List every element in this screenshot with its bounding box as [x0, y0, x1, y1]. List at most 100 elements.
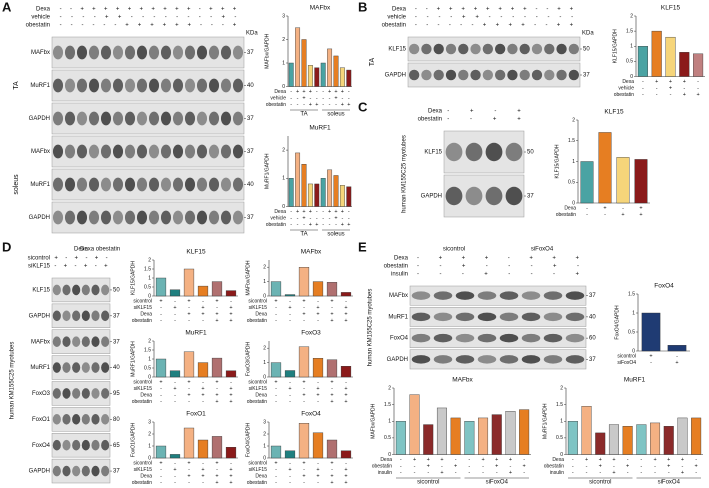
- condition-sign: +: [454, 463, 457, 469]
- kda: 37: [527, 194, 534, 200]
- condition-name: obestatin: [266, 102, 287, 108]
- band: [64, 144, 76, 159]
- condition-sign: -: [322, 89, 324, 95]
- band: [184, 45, 196, 60]
- band: [544, 43, 555, 55]
- side-label: human KM155C25 myotubes: [368, 289, 374, 367]
- row-label: GAPDH: [29, 469, 50, 475]
- condition-sign: +: [669, 85, 672, 91]
- condition-sign: -: [289, 460, 291, 466]
- bar: [478, 417, 489, 455]
- condition-sign: -: [174, 311, 176, 317]
- section-label: soleus: [13, 174, 20, 195]
- condition-sign: -: [289, 318, 291, 324]
- y-tick-label: 3: [263, 419, 266, 425]
- condition-sign: -: [160, 480, 162, 486]
- condition-signs: - + + + - + + +: [417, 256, 579, 262]
- y-tick-label: 0: [263, 293, 266, 299]
- band: [88, 78, 100, 93]
- condition-sign: +: [639, 212, 642, 218]
- bar: [679, 52, 690, 77]
- band: [160, 177, 172, 192]
- band: [88, 210, 100, 225]
- condition-sign: -: [275, 392, 277, 398]
- condition-sign: +: [509, 470, 512, 476]
- condition-sign: -: [290, 95, 292, 101]
- condition-sign: +: [201, 473, 204, 479]
- band: [88, 144, 100, 159]
- y-tick-label: 1: [263, 443, 266, 449]
- condition-sign: +: [215, 460, 218, 466]
- condition-sign: -: [297, 102, 299, 108]
- condition-sign: +: [288, 305, 291, 311]
- condition-sign: +: [187, 392, 190, 398]
- band: [421, 43, 432, 55]
- condition-name: obestatin: [384, 264, 408, 270]
- condition-sign: -: [316, 95, 318, 101]
- bar: [270, 445, 282, 459]
- condition-sign: +: [309, 89, 312, 95]
- condition-sign: +: [309, 102, 312, 108]
- bar: [327, 169, 333, 207]
- band: [81, 310, 90, 322]
- condition-sign: -: [309, 95, 311, 101]
- condition-name: Dexa: [552, 457, 564, 463]
- band: [556, 69, 567, 81]
- band: [220, 177, 232, 192]
- y-tick-label: 1: [632, 310, 635, 316]
- condition-sign: +: [669, 79, 672, 85]
- band: [232, 78, 244, 93]
- condition-sign: -: [523, 470, 525, 476]
- y-tick-label: 2: [263, 431, 266, 437]
- condition-sign: -: [289, 473, 291, 479]
- y-tick-label: 1: [388, 419, 391, 425]
- condition-sign: +: [440, 457, 443, 463]
- condition-sign: +: [302, 392, 305, 398]
- bar: [608, 424, 619, 455]
- band: [64, 45, 76, 60]
- band: [81, 388, 90, 399]
- band: [477, 312, 497, 322]
- band: [52, 362, 61, 373]
- condition-sign: +: [302, 215, 305, 221]
- band: [220, 210, 232, 225]
- bar: [346, 186, 352, 207]
- band: [433, 69, 444, 81]
- band: [220, 144, 232, 159]
- condition-sign: -: [303, 467, 305, 473]
- condition-sign: -: [697, 79, 699, 85]
- bar: [307, 65, 313, 87]
- row-label: MAFbx: [31, 50, 50, 56]
- y-tick-label: 2: [148, 257, 151, 263]
- condition-sign: +: [330, 298, 333, 304]
- band: [62, 362, 71, 373]
- condition-sign: +: [683, 79, 686, 85]
- band: [81, 336, 90, 347]
- group-label: siFoxO4: [486, 480, 509, 486]
- condition-sign: -: [650, 360, 652, 366]
- condition-signs: - - - - - - + + + + - - + +: [415, 23, 574, 29]
- condition-signs: - + - + - +: [54, 264, 108, 270]
- y-axis-label: MAFbx/GAPDH: [370, 403, 376, 438]
- condition-sign: -: [160, 473, 162, 479]
- condition-sign: -: [188, 467, 190, 473]
- band: [477, 291, 497, 300]
- kda-label: KDa: [246, 31, 258, 37]
- condition-sign: -: [174, 473, 176, 479]
- y-tick-label: 1: [263, 279, 266, 285]
- condition-sign: +: [316, 386, 319, 392]
- y-tick-label: 0.5: [144, 365, 151, 371]
- condition-sign: +: [215, 473, 218, 479]
- bar: [339, 185, 345, 207]
- band: [445, 186, 463, 206]
- condition-sign: +: [229, 399, 232, 405]
- band: [101, 284, 110, 296]
- condition-sign: +: [334, 89, 337, 95]
- band: [160, 210, 172, 225]
- band: [101, 465, 110, 477]
- column-label: siFoxO4: [531, 247, 554, 253]
- bar: [691, 417, 702, 455]
- y-tick-label: 0: [148, 293, 151, 299]
- chart-title: KLF15: [186, 249, 206, 256]
- condition-sign: +: [481, 457, 484, 463]
